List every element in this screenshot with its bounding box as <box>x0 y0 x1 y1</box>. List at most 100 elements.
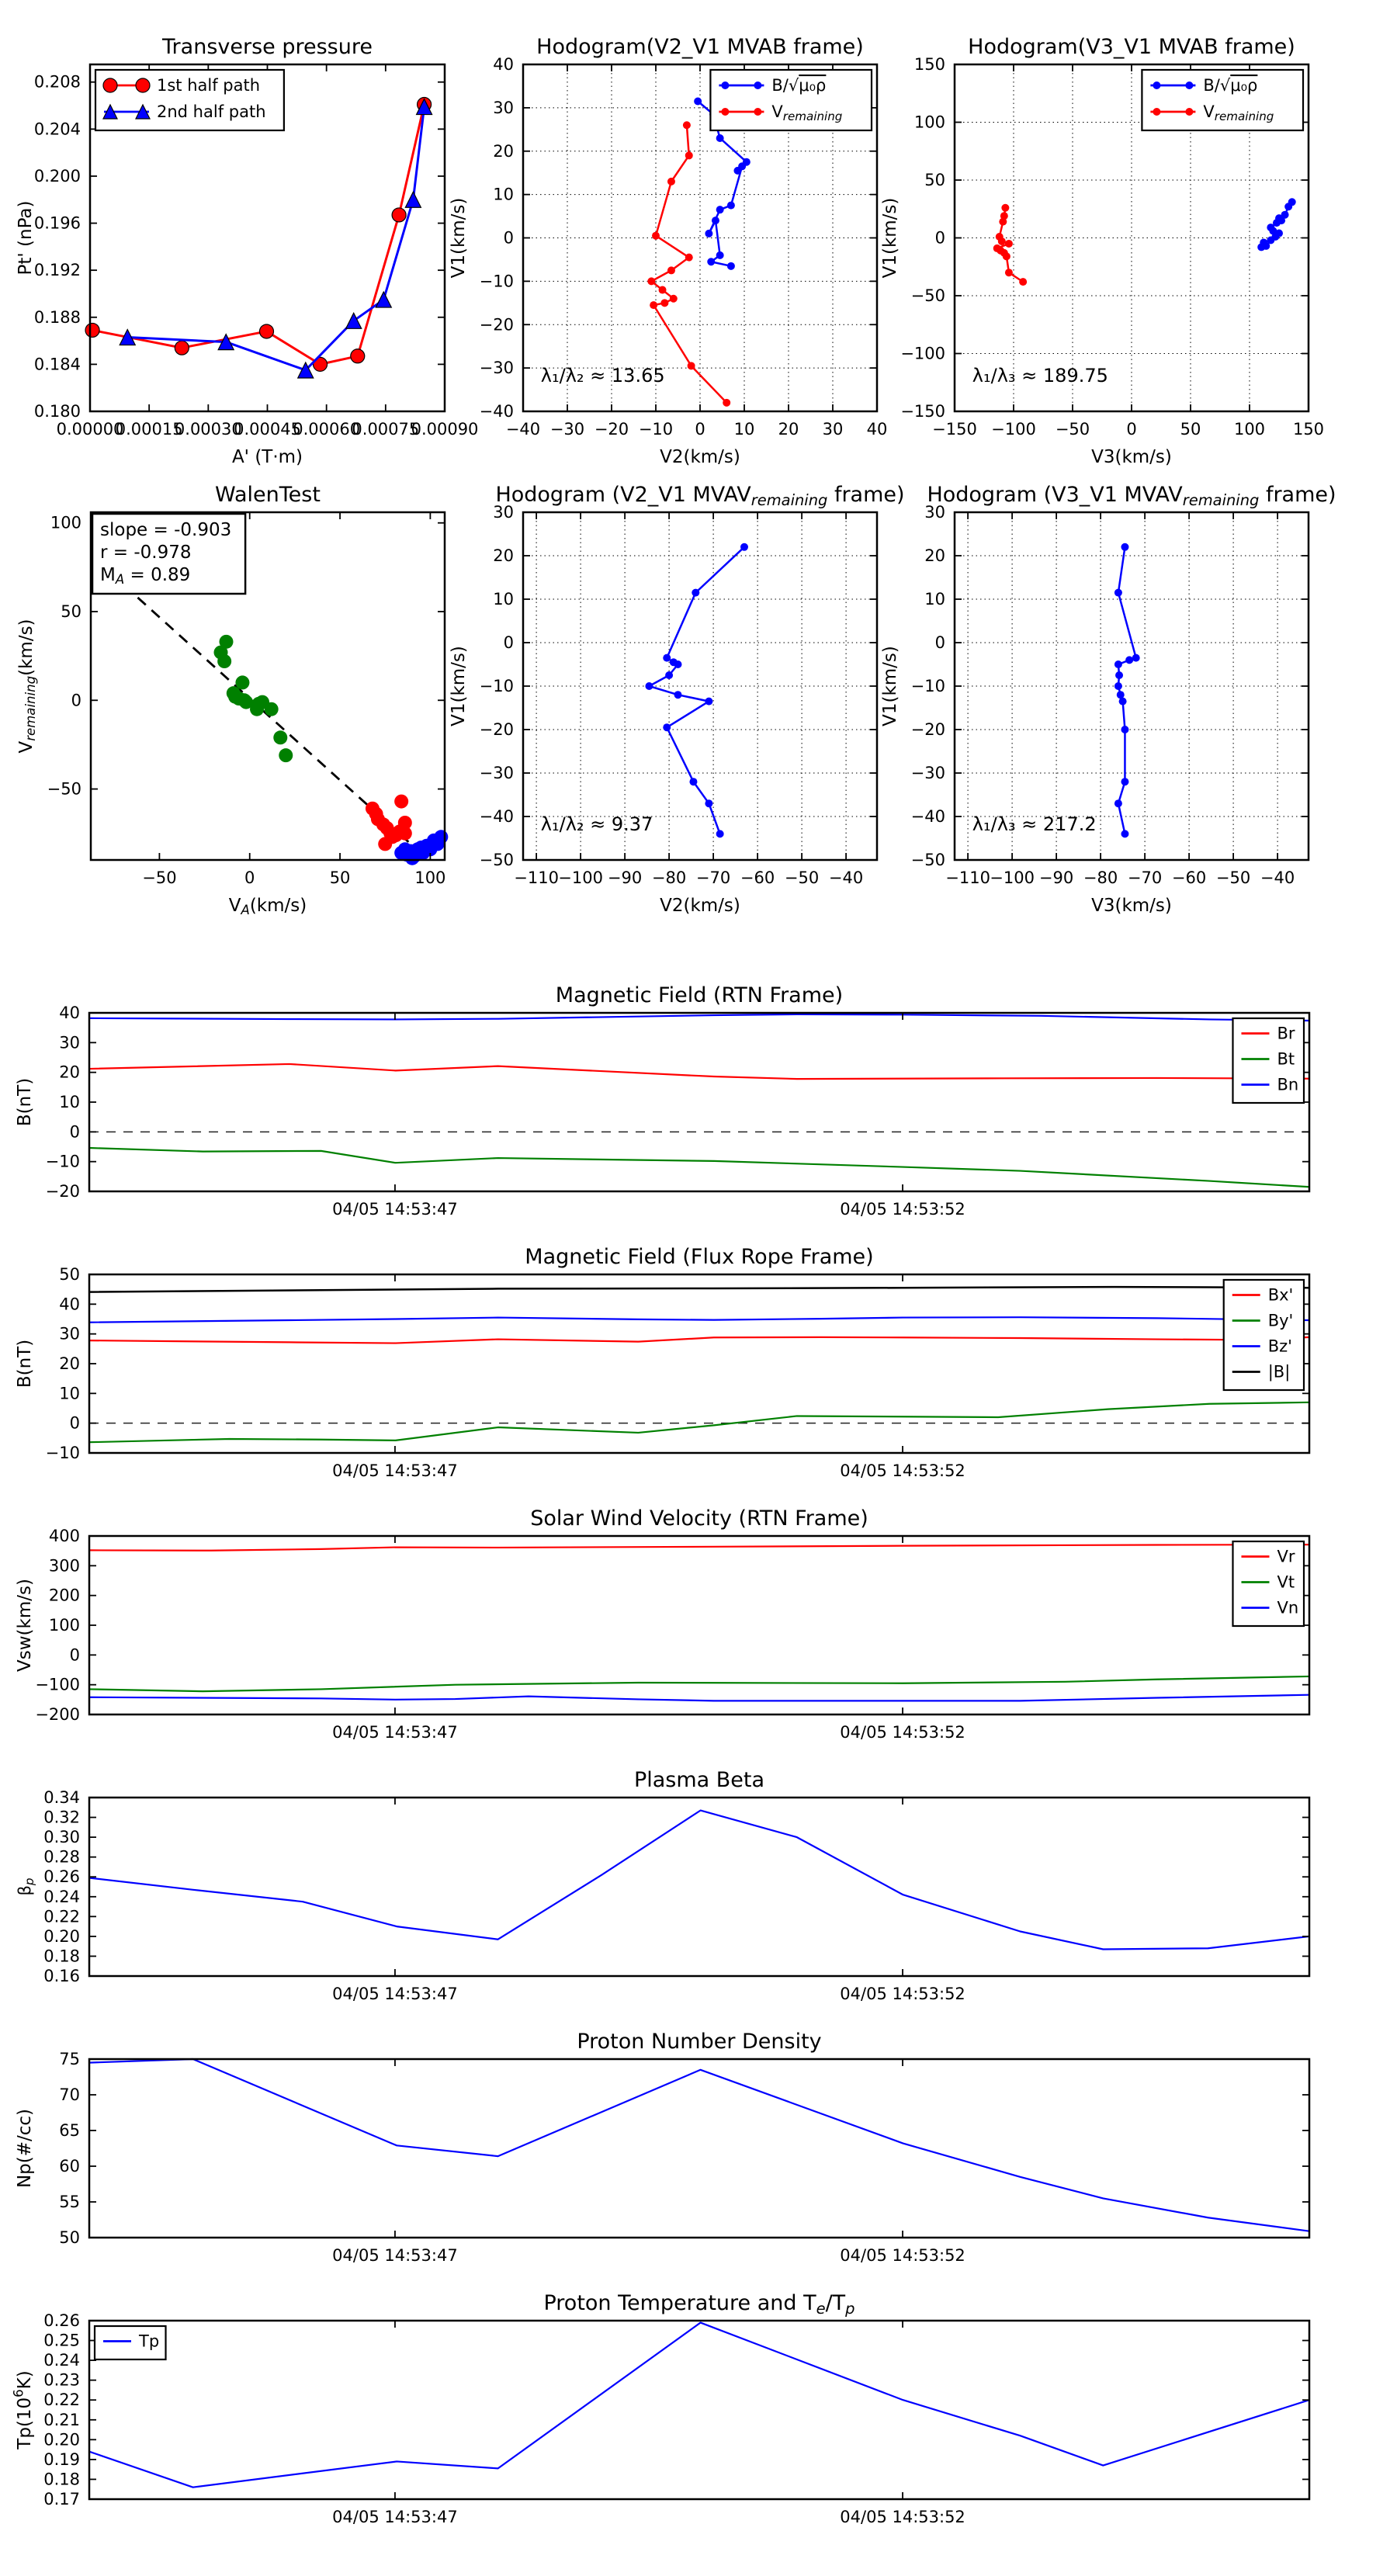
y-tick-label: 20 <box>493 546 514 565</box>
legend-label: By' <box>1268 1312 1294 1330</box>
ticks <box>89 2058 1309 2238</box>
series-Br <box>88 1063 1310 1080</box>
series-Vt <box>88 1675 1310 1693</box>
y-tick-label: −200 <box>35 1705 80 1724</box>
x-tick-label: 30 <box>823 420 844 439</box>
chart-title: Solar Wind Velocity (RTN Frame) <box>530 1506 868 1531</box>
x-tick-label: −50 <box>142 868 176 887</box>
y-tick-label: 50 <box>924 171 945 189</box>
x-tick-label: −90 <box>608 868 642 887</box>
x-tick-label: 04/05 14:53:47 <box>332 2246 458 2265</box>
x-tick-label: 04/05 14:53:52 <box>840 2246 965 2265</box>
x-tick-label: 10 <box>734 420 755 439</box>
legend-label: Vt <box>1277 1573 1295 1592</box>
axes-frame <box>88 2319 1311 2501</box>
y-tick-label: 50 <box>59 1265 80 1284</box>
x-tick-label: 04/05 14:53:47 <box>332 1723 458 1742</box>
x-tick-label: 04/05 14:53:47 <box>332 2508 458 2526</box>
y-tick-label: −40 <box>480 807 514 826</box>
y-tick-label: 0.23 <box>43 2371 80 2390</box>
ticks <box>89 1535 1309 1715</box>
y-tick-label: −50 <box>480 851 514 869</box>
series-Vr <box>88 1544 1310 1551</box>
x-axis-label: VA(km/s) <box>229 896 307 917</box>
series-V3_V1 path <box>1114 543 1140 838</box>
x-tick-label: −100 <box>558 868 603 887</box>
chart-hodogram_v2v1_mvav: −110 −100 −90 −80 −70 −60 −50 −40−50−40−30−20−1… <box>449 483 905 916</box>
stat-box <box>91 512 247 595</box>
y-tick-label: −20 <box>480 720 514 739</box>
y-tick-label: 70 <box>59 2085 80 2104</box>
axes-frame <box>953 511 1310 862</box>
chart-npl: 04/05 14:53:47 04/05 14:53:52 50 55 60 65 70 75… <box>15 2030 1311 2265</box>
x-tick-label: 0.00090 <box>411 420 479 439</box>
y-tick-label: −10 <box>46 1153 80 1171</box>
y-axis-label: V1(km/s) <box>880 198 900 279</box>
x-tick-label: −100 <box>990 868 1035 887</box>
chart-hodogram_v3v1_mvav: −110 −100 −90 −80 −70 −60 −50 −40−50−40−30−20−1… <box>880 483 1336 916</box>
x-tick-label: −110 <box>945 868 990 887</box>
chart-title: WalenTest <box>215 483 321 507</box>
y-tick-label: 0.204 <box>34 120 81 138</box>
ticks <box>89 1012 1309 1192</box>
x-tick-label: 50 <box>1180 420 1201 439</box>
y-tick-label: 60 <box>59 2157 80 2176</box>
y-axis-label: Np(#/cc) <box>15 2109 35 2188</box>
y-tick-label: 0.20 <box>43 2430 80 2449</box>
series-V2_V1 path <box>645 543 748 838</box>
chart-hodogram_v3v1_mvab: −150 −100 −50 0 50 100 150 −150 −100 −50 0 50 100 150… <box>880 35 1324 467</box>
panel-hodogram_v2v1_mvab: −40 −30 −20 −10 0 10 20 30 40 −40 −30 −20 −10 0 10 20 30… <box>441 26 911 485</box>
legend-label: Vremaining <box>771 102 842 123</box>
ticks <box>91 512 445 860</box>
x-tick-label: 20 <box>778 420 799 439</box>
panel-hodogram_v2v1_mvav: −110 −100 −90 −80 −70 −60 −50 −40 −50 −40 −30 −20 −1… <box>441 473 911 934</box>
chart-vsw: 04/05 14:53:47 04/05 14:53:52 −200 −100 0 100… <box>15 1506 1311 1742</box>
y-tick-label: 0.188 <box>34 308 81 327</box>
y-tick-label: 10 <box>59 1093 80 1111</box>
y-tick-label: 0.34 <box>43 1788 80 1807</box>
y-tick-label: −30 <box>480 764 514 782</box>
y-tick-label: 20 <box>924 546 945 565</box>
y-tick-label: 30 <box>924 503 945 522</box>
panel-walen: −50 0 50 100 −50 0 50 100 WalenTest VA(km/s) Vrema… <box>9 473 479 934</box>
x-tick-label: 0.00060 <box>293 420 360 439</box>
axes-frame <box>88 2058 1311 2239</box>
series-1st half path <box>85 96 432 372</box>
x-tick-label: −50 <box>785 868 819 887</box>
series-By' <box>88 1401 1310 1444</box>
series-2nd half path <box>119 98 433 379</box>
x-tick-label: 04/05 14:53:52 <box>840 1200 965 1219</box>
x-tick-label: 04/05 14:53:52 <box>840 1985 965 2003</box>
y-tick-label: −20 <box>911 720 945 739</box>
y-axis-label: Vremaining(km/s) <box>16 619 38 753</box>
panel-hodogram_v3v1_mvav: −110 −100 −90 −80 −70 −60 −50 −40 −50 −40 −30 −20 −1… <box>872 473 1343 934</box>
y-tick-label: −150 <box>900 402 945 421</box>
x-tick-label: −50 <box>1056 420 1090 439</box>
legend-label: B/√μ₀ρ <box>1203 76 1257 95</box>
y-tick-label: 0.22 <box>43 1907 80 1926</box>
y-tick-label: −20 <box>480 315 514 334</box>
series-|B| <box>88 1285 1310 1293</box>
series-B/sqrt(mu0 rho) <box>1257 198 1296 251</box>
y-tick-label: 0 <box>70 1414 80 1433</box>
y-tick-label: 10 <box>924 590 945 608</box>
stat-line: slope = -0.903 <box>100 520 231 540</box>
x-tick-label: 50 <box>330 868 351 887</box>
y-tick-label: 30 <box>59 1033 80 1052</box>
y-tick-label: −50 <box>47 780 81 799</box>
ticks <box>89 1274 1309 1454</box>
y-tick-label: −50 <box>911 286 945 305</box>
x-tick-label: 04/05 14:53:47 <box>332 1985 458 2003</box>
panel-npl: 04/05 14:53:47 04/05 14:53:52 50 55 60 65 70 75… <box>7 2020 1343 2311</box>
y-tick-label: 0.18 <box>43 2470 80 2488</box>
ticks <box>89 2320 1309 2500</box>
legend-label: B/√μ₀ρ <box>771 76 826 95</box>
series-V remaining <box>993 203 1028 286</box>
series-Bz' <box>88 1316 1310 1323</box>
x-tick-label: 0.00000 <box>57 420 124 439</box>
x-tick-label: −40 <box>506 420 540 439</box>
series-Vn <box>88 1694 1310 1702</box>
legend <box>1141 68 1305 132</box>
y-tick-label: −100 <box>35 1676 80 1694</box>
y-tick-label: 0.19 <box>43 2450 80 2469</box>
